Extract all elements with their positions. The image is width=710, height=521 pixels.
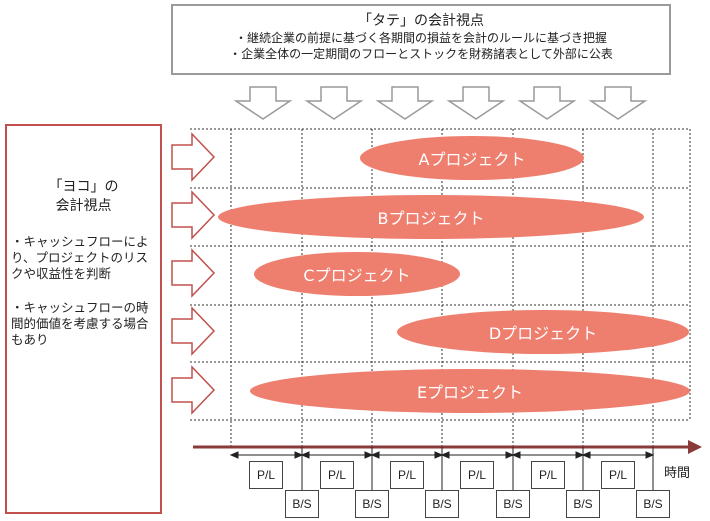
- period-bracket: [440, 451, 515, 459]
- vertical-view-line: ・継続企業の前提に基づく各期間の損益を会計のルールに基づき把握: [234, 31, 607, 45]
- right-arrow-icon: [171, 306, 216, 356]
- project-a-ellipse: [360, 136, 584, 180]
- project-b-ellipse: [218, 195, 644, 239]
- project-bars: [218, 136, 690, 413]
- project-b-label: Bプロジェクト: [377, 209, 485, 228]
- pl-statement-box: P/L: [531, 461, 565, 489]
- project-d-ellipse: [397, 310, 689, 354]
- project-d-label: Dプロジェクト: [488, 324, 598, 343]
- vertical-view-title: 「タテ」の会計視点: [358, 13, 484, 29]
- period-brackets: [229, 451, 655, 459]
- horizontal-view-title-line: 会計視点: [55, 198, 112, 214]
- horizontal-view-title-line: 「ヨコ」の: [48, 179, 119, 195]
- right-arrow-icon: [171, 132, 216, 182]
- period-bracket: [300, 451, 374, 459]
- pl-statement-box: P/L: [390, 461, 424, 489]
- horizontal-view-item: ・キャッシュフローの時間的価値を考慮する場合もあり: [11, 300, 149, 347]
- bs-statement-box: B/S: [285, 490, 319, 518]
- period-bracket: [229, 451, 304, 459]
- bs-statement-box: B/S: [636, 490, 670, 518]
- pl-statement-box: P/L: [460, 461, 494, 489]
- bs-ticks: [301, 447, 654, 490]
- bs-statement-box: B/S: [355, 490, 389, 518]
- time-axis-arrowhead-icon: [688, 440, 702, 454]
- right-arrow-icon: [171, 365, 216, 415]
- right-arrows: [171, 132, 216, 415]
- right-arrow-icon: [171, 248, 216, 298]
- down-arrow-icon: [517, 86, 577, 120]
- horizontal-view-item: ・キャッシュフローにより、プロジェクトのリスクや収益性を判断: [11, 234, 149, 281]
- bs-statement-box: B/S: [566, 490, 600, 518]
- project-c-label: Cプロジェクト: [303, 266, 411, 285]
- period-bracket: [581, 451, 655, 459]
- vertical-view-box: 「タテ」の会計視点 ・継続企業の前提に基づく各期間の損益を会計のルールに基づき把…: [171, 4, 671, 75]
- project-c-ellipse: [254, 252, 460, 296]
- down-arrow-icon: [233, 86, 293, 120]
- horizontal-view-box: 「ヨコ」の 会計視点 ・キャッシュフローにより、プロジェクトのリスクや収益性を判…: [5, 124, 162, 514]
- horizontal-view-title: 「ヨコ」の 会計視点: [11, 178, 156, 216]
- down-arrow-icon: [304, 86, 364, 120]
- project-e-ellipse: [250, 369, 690, 413]
- pl-statement-box: P/L: [320, 461, 354, 489]
- time-axis-label: 時間: [664, 466, 691, 481]
- down-arrow-icon: [375, 86, 435, 120]
- vertical-view-line: ・企業全体の一定期間のフローとストックを財務諸表として外部に公表: [229, 47, 613, 61]
- down-arrows: [233, 86, 648, 120]
- period-bracket: [511, 451, 585, 459]
- time-axis: [193, 440, 702, 454]
- project-a-label: Aプロジェクト: [418, 150, 526, 169]
- pl-statement-box: P/L: [601, 461, 635, 489]
- down-arrow-icon: [446, 86, 506, 120]
- project-e-label: Eプロジェクト: [416, 383, 524, 402]
- bs-statement-box: B/S: [425, 490, 459, 518]
- bs-statement-box: B/S: [496, 490, 530, 518]
- right-arrow-icon: [171, 190, 216, 240]
- pl-statement-box: P/L: [249, 461, 283, 489]
- period-bracket: [370, 451, 444, 459]
- down-arrow-icon: [588, 86, 648, 120]
